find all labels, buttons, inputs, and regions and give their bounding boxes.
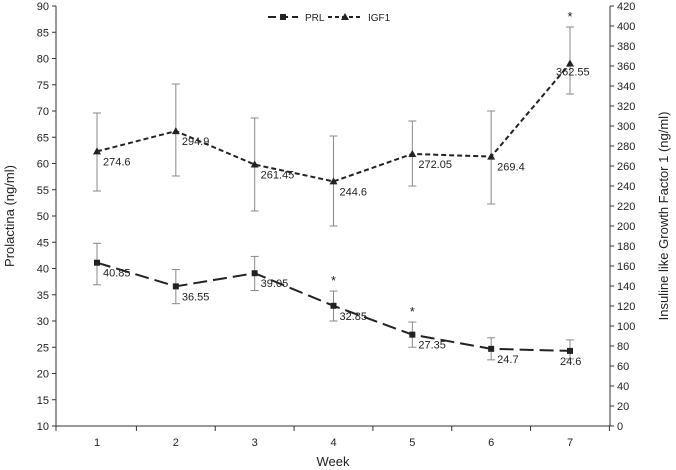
x-tick-label: 7 — [567, 437, 573, 449]
left-y-tick-label: 65 — [37, 132, 49, 144]
left-y-tick-label: 75 — [37, 80, 49, 92]
igf1-point-marker — [566, 59, 574, 67]
igf1-data-label: 261.45 — [261, 170, 295, 182]
left-y-tick-label: 70 — [37, 106, 49, 118]
x-tick-label: 4 — [330, 437, 336, 449]
left-y-tick-label: 50 — [37, 211, 49, 223]
prl-significance-marker: * — [410, 304, 415, 319]
left-y-tick-label: 20 — [37, 369, 49, 381]
right-y-tick-label: 40 — [617, 381, 629, 393]
prl-data-label: 40.85 — [103, 268, 131, 280]
right-y-tick-label: 100 — [617, 321, 635, 333]
igf1-data-label: 294.9 — [182, 136, 210, 148]
prl-point-marker — [172, 283, 179, 290]
left-y-tick-label: 40 — [37, 264, 49, 276]
right-y-tick-label: 300 — [617, 121, 635, 133]
igf1-point-marker — [250, 160, 259, 168]
right-y-tick-label: 200 — [617, 221, 635, 233]
left-y-tick-label: 35 — [37, 290, 49, 302]
igf1-data-label: 274.6 — [103, 156, 131, 168]
right-y-tick-label: 380 — [617, 41, 635, 53]
left-y-tick-label: 25 — [37, 342, 49, 354]
left-y-axis-title: Prolactina (ng/ml) — [2, 165, 17, 267]
prl-data-label: 24.7 — [497, 354, 518, 366]
prl-point-marker — [251, 270, 258, 277]
right-y-tick-label: 160 — [617, 261, 635, 273]
left-y-tick-label: 30 — [37, 316, 49, 328]
right-y-tick-label: 420 — [617, 1, 635, 13]
prl-data-label: 24.6 — [560, 356, 581, 368]
legend-igf1-label: IGF1 — [368, 13, 391, 24]
left-y-tick-label: 10 — [37, 421, 49, 433]
x-tick-label: 2 — [173, 437, 179, 449]
igf1-point-marker — [329, 177, 338, 185]
right-y-tick-label: 280 — [617, 141, 635, 153]
prl-data-label: 32.85 — [340, 311, 368, 323]
left-y-tick-label: 60 — [37, 159, 49, 171]
igf1-data-label: 362.55 — [556, 66, 590, 78]
left-y-tick-label: 85 — [37, 27, 49, 39]
igf1-significance-marker: * — [567, 9, 572, 24]
left-y-tick-label: 80 — [37, 54, 49, 66]
igf1-data-label: 244.6 — [340, 186, 368, 198]
x-axis-title: Week — [317, 454, 350, 469]
right-y-tick-label: 220 — [617, 201, 635, 213]
right-y-tick-label: 240 — [617, 181, 635, 193]
right-y-tick-label: 140 — [617, 281, 635, 293]
prl-point-marker — [94, 259, 100, 266]
legend-prl-label: PRL — [305, 13, 325, 24]
igf1-data-label: 272.05 — [418, 159, 452, 171]
right-y-tick-label: 20 — [617, 401, 629, 413]
prl-data-label: 39.05 — [261, 278, 289, 290]
igf1-point-marker — [408, 149, 417, 157]
x-tick-label: 3 — [252, 437, 258, 449]
prl-point-marker — [567, 347, 573, 354]
right-y-tick-label: 260 — [617, 161, 635, 173]
left-y-tick-label: 45 — [37, 237, 49, 249]
legend-igf1-marker — [341, 13, 349, 20]
prl-point-marker — [488, 345, 495, 352]
right-y-tick-label: 400 — [617, 21, 635, 33]
left-y-tick-label: 90 — [37, 1, 49, 13]
x-tick-label: 6 — [488, 437, 494, 449]
right-y-tick-label: 120 — [617, 301, 635, 313]
right-y-tick-label: 80 — [617, 341, 629, 353]
legend-prl-marker — [280, 14, 286, 20]
right-y-axis-title: Insuline like Growth Factor 1 (ng/ml) — [656, 112, 671, 321]
igf1-data-label: 269.4 — [497, 162, 525, 174]
prl-point-marker — [330, 302, 337, 309]
right-y-tick-label: 60 — [617, 361, 629, 373]
prl-data-label: 27.35 — [418, 340, 446, 352]
right-y-tick-label: 0 — [617, 421, 623, 433]
x-tick-label: 5 — [409, 437, 415, 449]
igf1-point-marker — [171, 127, 180, 135]
right-y-tick-label: 180 — [617, 241, 635, 253]
prl-significance-marker: * — [331, 273, 336, 288]
igf1-point-marker — [93, 147, 101, 155]
prl-data-label: 36.55 — [182, 291, 210, 303]
prl-point-marker — [409, 331, 416, 338]
right-y-tick-label: 360 — [617, 61, 635, 73]
right-y-tick-label: 340 — [617, 81, 635, 93]
right-y-tick-label: 320 — [617, 101, 635, 113]
left-y-tick-label: 15 — [37, 395, 49, 407]
igf1-point-marker — [487, 152, 496, 160]
left-y-tick-label: 55 — [37, 185, 49, 197]
x-tick-label: 1 — [94, 437, 100, 449]
